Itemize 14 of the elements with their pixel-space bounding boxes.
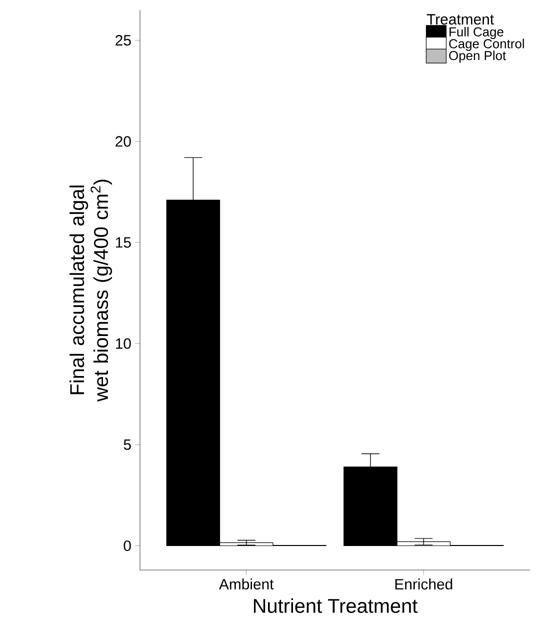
x-tick-label: Enriched xyxy=(395,578,452,590)
y-tick-label: 0 xyxy=(124,540,131,552)
y-tick-label: 5 xyxy=(124,439,131,450)
y-tick-label: 10 xyxy=(116,338,131,349)
y-tick-label: 20 xyxy=(116,136,131,147)
y-axis-title: Final accumulated algal wet biomass (g/400 cm$^{2}$) xyxy=(70,180,112,402)
legend-title: Treatment xyxy=(426,14,494,25)
legend-label: Open Plot xyxy=(449,50,506,63)
y-tick-label: 25 xyxy=(116,35,131,46)
x-tick-label: Ambient xyxy=(218,578,274,590)
legend-label: Full Cage xyxy=(450,26,504,40)
y-tick-label: 15 xyxy=(116,237,131,248)
x-axis-title: Nutrient Treatment xyxy=(254,598,418,613)
legend-label: Cage Control xyxy=(449,38,524,51)
